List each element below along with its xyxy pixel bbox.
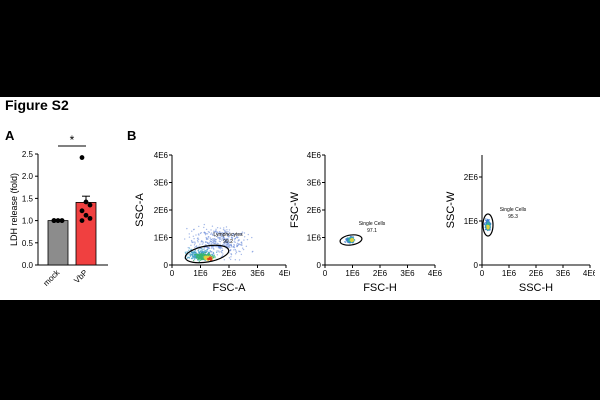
y-tick-label: 2.5 (22, 150, 34, 159)
x-tick-label: 0 (480, 269, 485, 278)
y-axis-label: SSC-W (445, 191, 457, 228)
figure-panel: Figure S2 A B 0.0 0.5 1.0 1.5 2.0 2.5 LDH rele… (0, 97, 600, 300)
x-tick-label: 2E6 (373, 269, 388, 278)
bar-mock (47, 220, 69, 266)
x-tick-label: 2E6 (222, 269, 237, 278)
gate (184, 244, 230, 264)
x-tick-label: 3E6 (400, 269, 415, 278)
panel-a-label: A (5, 128, 15, 143)
x-tick-label: 0 (170, 269, 175, 278)
data-point (79, 218, 85, 223)
bar-VbP (75, 201, 97, 266)
x-tick-label: 2E6 (529, 269, 544, 278)
flow-plot-fsch-fscw: 0 1E6 2E6 3E6 4E6 0 1E6 2E6 3E6 4E6 FSC-H FSC-W Sing… (290, 151, 443, 294)
y-tick-label: 1E6 (464, 217, 479, 226)
x-axis-label: FSC-H (363, 282, 397, 294)
gate (339, 234, 363, 246)
y-tick-label: 0 (317, 261, 322, 270)
data-point (83, 199, 89, 205)
y-tick-label: 0 (164, 261, 169, 270)
data-point (59, 218, 65, 223)
x-tick-label: 4E6 (279, 269, 290, 278)
bar-chart-ldh: 0.0 0.5 1.0 1.5 2.0 2.5 LDH release (fold) mock… (9, 133, 108, 288)
y-tick-label: 3E6 (154, 179, 169, 188)
y-axis-label: FSC-W (290, 191, 301, 228)
x-tick-label-mock: mock (42, 267, 63, 288)
x-tick-label: 3E6 (556, 269, 571, 278)
gate-name: Lymphocytes (213, 232, 243, 238)
flow-plot-fsca-ssca: 0 1E6 2E6 3E6 4E6 0 1E6 2E6 3E6 4E6 FSC-A SSC-A Lymp… (134, 151, 290, 294)
data-point (87, 215, 93, 221)
x-axis-label: SSC-H (519, 282, 553, 294)
gate-name: Single Cells (500, 207, 527, 213)
event-cloud (344, 235, 356, 244)
data-point (55, 218, 61, 223)
y-tick-label: 2.0 (22, 172, 34, 181)
x-tick-label: 1E6 (193, 269, 208, 278)
x-tick-label: 4E6 (428, 269, 443, 278)
x-tick-label: 1E6 (345, 269, 360, 278)
y-tick-label: 1E6 (307, 234, 322, 243)
y-tick-label: 2E6 (154, 206, 169, 215)
event-cloud (184, 223, 254, 264)
gate-percent: 97.1 (367, 228, 377, 234)
gate-percent: 99.2 (223, 239, 233, 245)
significance-star: * (70, 133, 75, 147)
x-tick-label: 0 (323, 269, 328, 278)
y-tick-label: 2E6 (307, 206, 322, 215)
x-tick-label: 4E6 (583, 269, 595, 278)
y-tick-label: 0.5 (22, 239, 34, 248)
data-point (79, 208, 85, 214)
gate-name: Single Cells (359, 221, 386, 227)
y-tick-label: 2E6 (464, 173, 479, 182)
gate (482, 213, 494, 237)
y-axis-label: SSC-A (134, 193, 146, 227)
data-point (83, 212, 89, 218)
x-tick-label: 3E6 (250, 269, 265, 278)
gate-percent: 95.3 (508, 214, 518, 220)
y-tick-label: 4E6 (307, 151, 322, 160)
x-tick-label-VbP: VbP (72, 268, 89, 285)
x-axis-label: FSC-A (213, 282, 247, 294)
y-tick-label: 0.0 (22, 261, 34, 270)
flow-plot-ssch-sscw: 0 1E6 2E6 3E6 4E6 0 1E6 2E6 SSC-H SSC-W Single Cel… (445, 155, 595, 294)
panel-b-label: B (127, 128, 137, 143)
y-tick-label: 1.0 (22, 217, 34, 226)
event-cloud (483, 218, 492, 232)
figure-title: Figure S2 (5, 97, 69, 113)
x-tick-label: 1E6 (502, 269, 517, 278)
y-tick-label: 4E6 (154, 151, 169, 160)
data-point (87, 202, 93, 208)
data-point (79, 155, 85, 160)
y-tick-label: 0 (474, 261, 479, 270)
y-tick-label: 1.5 (22, 194, 34, 203)
data-point (51, 218, 57, 223)
y-tick-label: 1E6 (154, 234, 169, 243)
y-tick-label: 3E6 (307, 179, 322, 188)
y-axis-label: LDH release (fold) (9, 173, 19, 246)
